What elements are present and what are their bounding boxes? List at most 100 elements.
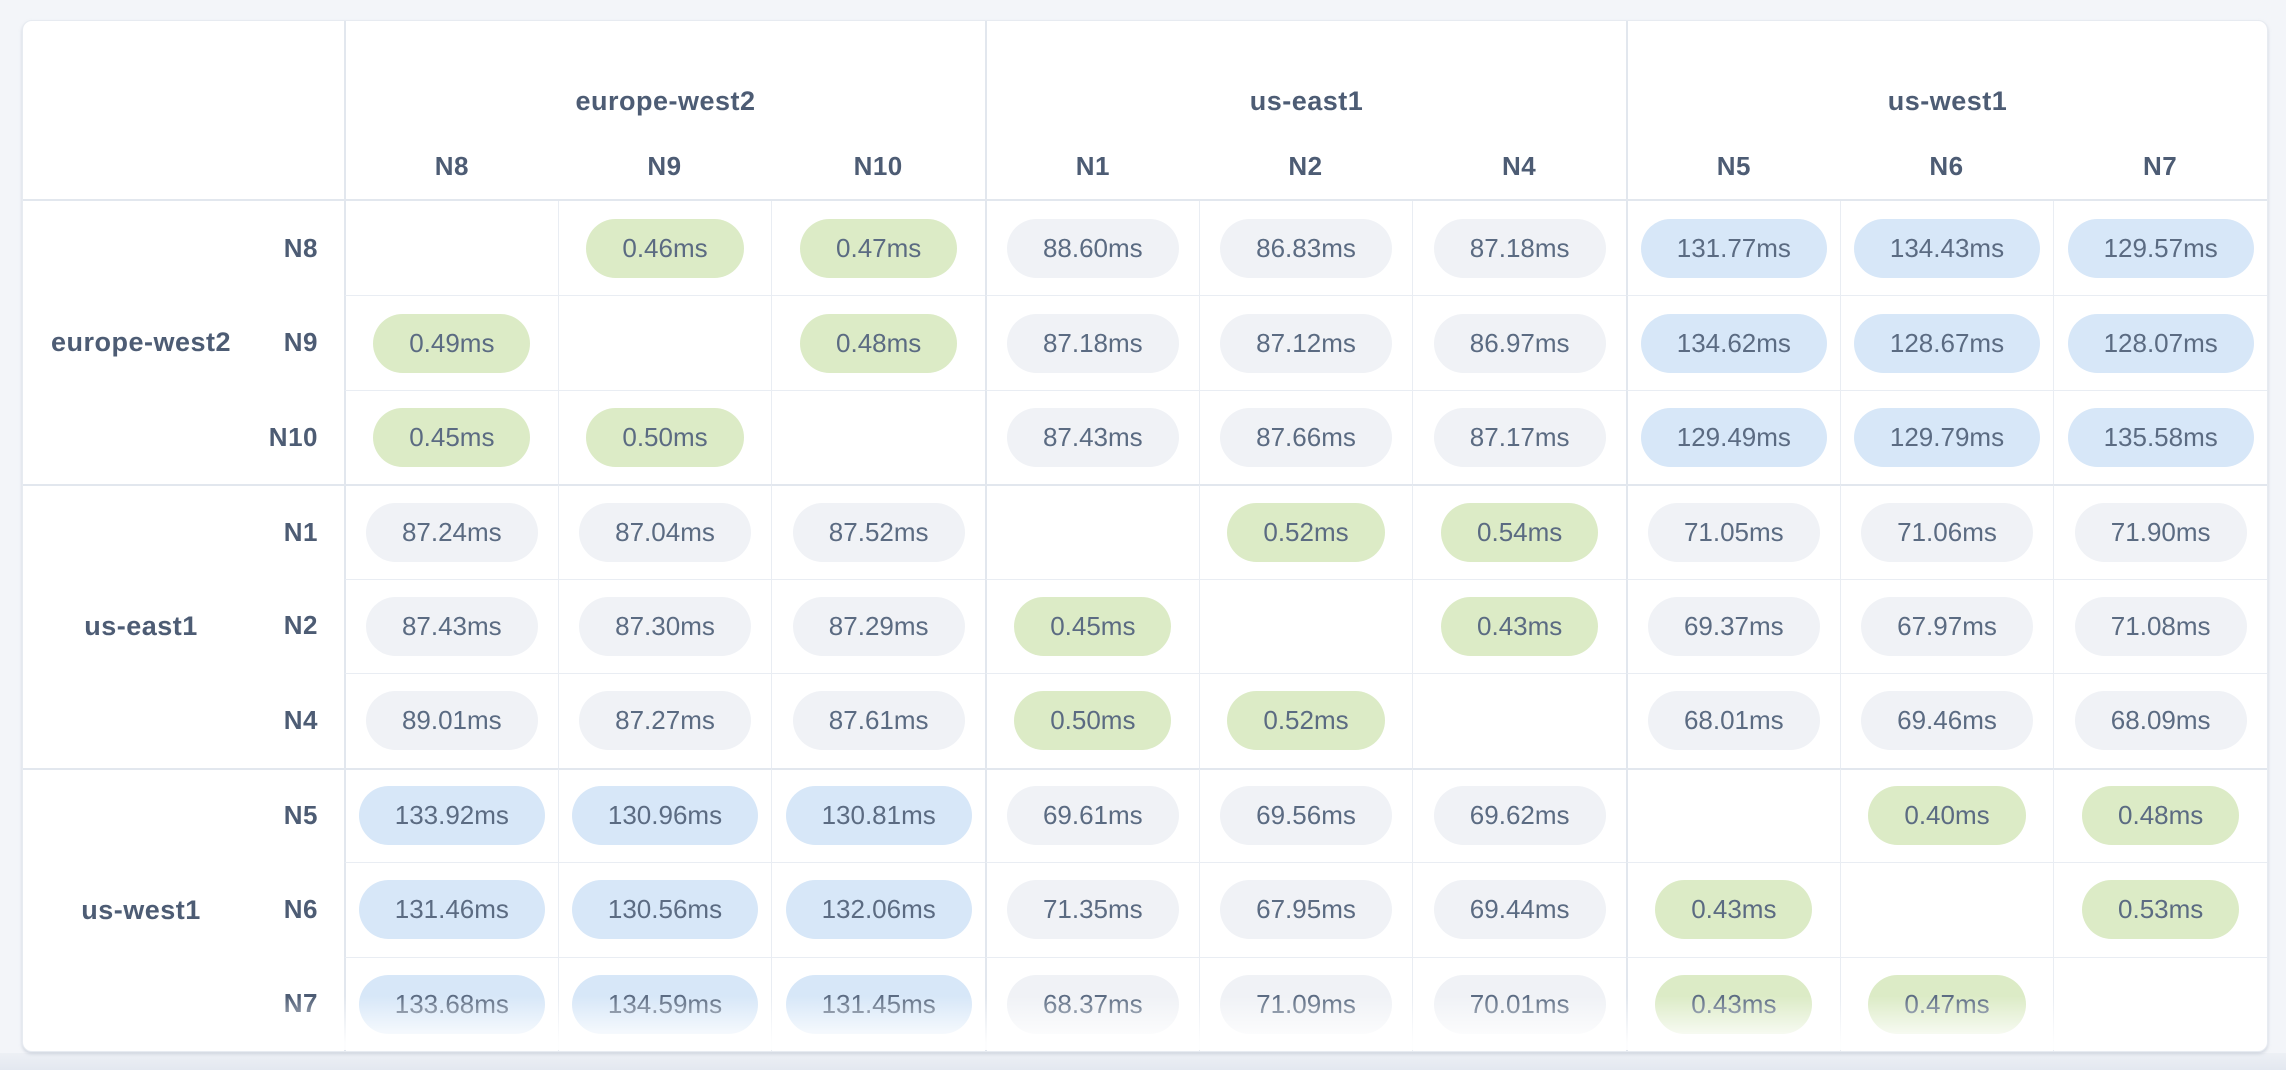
latency-pill-N5-N4[interactable]: 69.62ms (1433, 786, 1606, 846)
latency-pill-N7-N1[interactable]: 68.37ms (1006, 974, 1179, 1034)
latency-pill-N6-N5[interactable]: 0.43ms (1655, 880, 1813, 940)
latency-pill-N5-N9[interactable]: 130.96ms (571, 786, 759, 846)
latency-pill-N6-N1[interactable]: 71.35ms (1006, 880, 1179, 940)
node-row-header-N6: N6 (283, 893, 318, 924)
latency-pill-N4-N1[interactable]: 0.50ms (1014, 691, 1172, 751)
latency-pill-N5-N8[interactable]: 133.92ms (358, 786, 545, 846)
latency-pill-N7-N8[interactable]: 133.68ms (358, 974, 545, 1034)
latency-cell-N4-N7: 68.09ms (2053, 673, 2267, 768)
latency-pill-N9-N7[interactable]: 128.07ms (2067, 313, 2254, 373)
latency-pill-N2-N4[interactable]: 0.43ms (1441, 596, 1599, 656)
latency-pill-N8-N7[interactable]: 129.57ms (2067, 218, 2254, 278)
latency-pill-N4-N6[interactable]: 69.46ms (1861, 691, 2033, 751)
latency-cell-N8-N5: 131.77ms (1626, 201, 1840, 296)
latency-pill-N5-N2[interactable]: 69.56ms (1220, 786, 1392, 846)
node-row-header-N2: N2 (283, 610, 318, 641)
node-row-header-N9: N9 (283, 327, 318, 358)
latency-cell-N8-N9: 0.46ms (557, 201, 772, 296)
latency-pill-N4-N7[interactable]: 68.09ms (2074, 691, 2247, 751)
latency-cell-N5-N1: 69.61ms (985, 767, 1199, 863)
latency-pill-N9-N4[interactable]: 86.97ms (1433, 313, 1606, 373)
latency-pill-N9-N2[interactable]: 87.12ms (1220, 313, 1392, 373)
latency-pill-N6-N8[interactable]: 131.46ms (358, 880, 545, 940)
latency-pill-N1-N8[interactable]: 87.24ms (365, 503, 538, 563)
latency-pill-N2-N7[interactable]: 71.08ms (2074, 596, 2247, 656)
latency-pill-N7-N10[interactable]: 131.45ms (785, 974, 972, 1034)
region-col-header-us-east1: us-east1 (985, 21, 1626, 133)
latency-pill-N2-N5[interactable]: 69.37ms (1647, 596, 1820, 656)
latency-pill-N8-N2[interactable]: 86.83ms (1220, 218, 1392, 278)
latency-pill-N1-N9[interactable]: 87.04ms (579, 503, 751, 563)
latency-pill-N7-N4[interactable]: 70.01ms (1433, 974, 1606, 1034)
latency-pill-N10-N8[interactable]: 0.45ms (373, 408, 531, 468)
latency-cell-N2-N4: 0.43ms (1412, 578, 1626, 674)
latency-pill-N7-N6[interactable]: 0.47ms (1868, 974, 2026, 1034)
region-row-header-us-east1: us-east1 (23, 484, 259, 767)
latency-pill-N8-N9[interactable]: 0.46ms (586, 218, 744, 278)
latency-pill-N9-N6[interactable]: 128.67ms (1853, 313, 2041, 373)
latency-cell-N2-N9: 87.30ms (557, 578, 772, 674)
latency-pill-N4-N5[interactable]: 68.01ms (1647, 691, 1820, 751)
latency-pill-N8-N1[interactable]: 88.60ms (1006, 218, 1179, 278)
latency-pill-N9-N8[interactable]: 0.49ms (373, 313, 531, 373)
latency-pill-N1-N10[interactable]: 87.52ms (792, 503, 965, 563)
latency-pill-N4-N9[interactable]: 87.27ms (579, 691, 751, 751)
latency-pill-N6-N7[interactable]: 0.53ms (2082, 880, 2240, 940)
latency-cell-N6-N9: 130.56ms (557, 862, 772, 957)
latency-pill-N1-N5[interactable]: 71.05ms (1647, 503, 1820, 563)
latency-pill-N4-N8[interactable]: 89.01ms (365, 691, 538, 751)
latency-cell-N2-N10: 87.29ms (771, 578, 985, 674)
latency-pill-N1-N4[interactable]: 0.54ms (1441, 503, 1599, 563)
region-col-header-europe-west2: europe-west2 (344, 21, 985, 133)
latency-pill-N5-N7[interactable]: 0.48ms (2082, 786, 2240, 846)
latency-pill-N10-N5[interactable]: 129.49ms (1640, 408, 1827, 468)
latency-cell-N8-N1: 88.60ms (985, 201, 1199, 296)
latency-cell-N10-N7: 135.58ms (2053, 389, 2267, 485)
latency-pill-N2-N9[interactable]: 87.30ms (579, 596, 751, 656)
latency-cell-N6-N7: 0.53ms (2053, 862, 2267, 957)
latency-pill-N5-N1[interactable]: 69.61ms (1006, 786, 1179, 846)
latency-pill-N6-N10[interactable]: 132.06ms (785, 880, 972, 940)
latency-pill-N5-N6[interactable]: 0.40ms (1868, 786, 2026, 846)
node-row-header-N5: N5 (259, 767, 344, 862)
latency-pill-N10-N2[interactable]: 87.66ms (1220, 408, 1392, 468)
latency-pill-N10-N4[interactable]: 87.17ms (1433, 408, 1606, 468)
latency-pill-N1-N6[interactable]: 71.06ms (1861, 503, 2033, 563)
latency-cell-N9-N2: 87.12ms (1198, 295, 1413, 390)
latency-pill-N6-N4[interactable]: 69.44ms (1433, 880, 1606, 940)
latency-pill-N7-N2[interactable]: 71.09ms (1220, 974, 1392, 1034)
latency-pill-N2-N10[interactable]: 87.29ms (792, 596, 965, 656)
region-row-header-europe-west2: europe-west2 (50, 327, 232, 358)
latency-pill-N9-N5[interactable]: 134.62ms (1640, 313, 1827, 373)
latency-pill-N7-N5[interactable]: 0.43ms (1655, 974, 1813, 1034)
latency-pill-N2-N6[interactable]: 67.97ms (1861, 596, 2033, 656)
latency-pill-N6-N2[interactable]: 67.95ms (1220, 880, 1392, 940)
latency-pill-N2-N1[interactable]: 0.45ms (1014, 596, 1172, 656)
latency-pill-N10-N1[interactable]: 87.43ms (1006, 408, 1179, 468)
latency-pill-N8-N6[interactable]: 134.43ms (1853, 218, 2041, 278)
latency-pill-N10-N9[interactable]: 0.50ms (586, 408, 744, 468)
latency-pill-N5-N10[interactable]: 130.81ms (785, 786, 972, 846)
page-bottom-band (0, 1053, 2286, 1070)
latency-cell-N10-N6: 129.79ms (1839, 389, 2054, 485)
latency-pill-N4-N2[interactable]: 0.52ms (1227, 691, 1385, 751)
latency-pill-N10-N6[interactable]: 129.79ms (1853, 408, 2041, 468)
latency-matrix-card: europe-west2 N8 N9 N10 us-east1 N1 N2 N4 us-west… (22, 20, 2268, 1052)
latency-pill-N9-N1[interactable]: 87.18ms (1006, 313, 1179, 373)
latency-pill-N7-N9[interactable]: 134.59ms (571, 974, 759, 1034)
latency-pill-N1-N7[interactable]: 71.90ms (2074, 503, 2247, 563)
latency-pill-N4-N10[interactable]: 87.61ms (792, 691, 965, 751)
node-col-header-N9: N9 (557, 133, 772, 201)
latency-pill-N6-N9[interactable]: 130.56ms (571, 880, 759, 940)
latency-cell-N1-N7: 71.90ms (2053, 484, 2267, 579)
latency-pill-N2-N8[interactable]: 87.43ms (365, 596, 538, 656)
latency-pill-N10-N7[interactable]: 135.58ms (2067, 408, 2254, 468)
latency-pill-N9-N10[interactable]: 0.48ms (800, 313, 958, 373)
latency-cell-N4-N6: 69.46ms (1839, 673, 2054, 768)
latency-pill-N1-N2[interactable]: 0.52ms (1227, 503, 1385, 563)
latency-cell-N9-N6: 128.67ms (1839, 295, 2054, 390)
node-row-header-N7: N7 (283, 988, 318, 1019)
latency-pill-N8-N10[interactable]: 0.47ms (800, 218, 958, 278)
latency-pill-N8-N5[interactable]: 131.77ms (1640, 218, 1827, 278)
latency-pill-N8-N4[interactable]: 87.18ms (1433, 218, 1606, 278)
